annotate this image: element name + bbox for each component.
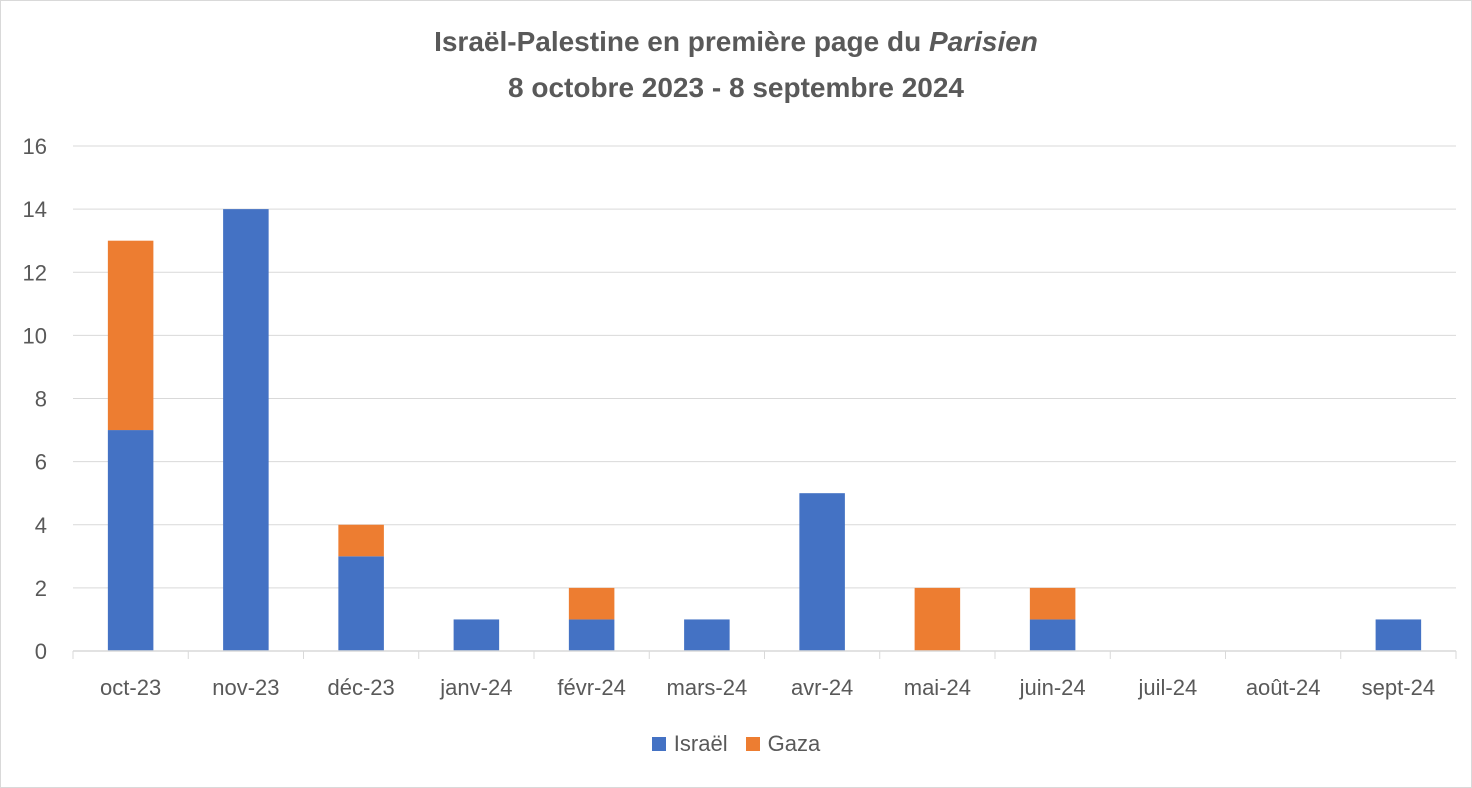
x-tick-label: déc-23 <box>327 675 394 700</box>
x-tick-label: sept-24 <box>1362 675 1435 700</box>
bar-gaza <box>914 587 961 651</box>
bar-israel <box>1029 619 1076 651</box>
bar-gaza <box>1029 587 1076 620</box>
x-tick-label: oct-23 <box>100 675 161 700</box>
legend-swatch-gaza <box>745 737 760 751</box>
y-tick-label: 2 <box>35 576 47 601</box>
bar-gaza <box>338 524 384 557</box>
y-tick-label: 16 <box>23 134 47 159</box>
y-tick-label: 6 <box>35 450 47 475</box>
x-tick-label: août-24 <box>1246 675 1321 700</box>
x-tick-label: avr-24 <box>791 675 853 700</box>
x-tick-label: janv-24 <box>439 675 512 700</box>
chart-title-main: Israël-Palestine en première page du <box>434 26 929 57</box>
bar-israel <box>338 556 384 651</box>
x-tick-label: mai-24 <box>904 675 971 700</box>
y-tick-label: 14 <box>23 197 47 222</box>
y-tick-label: 10 <box>23 323 47 348</box>
x-tick-label: févr-24 <box>557 675 625 700</box>
bar-israel <box>799 493 845 651</box>
chart-title-italic: Parisien <box>928 26 1038 57</box>
y-tick-label: 4 <box>35 513 47 538</box>
legend-item-israel: Israël <box>651 731 728 757</box>
chart-subtitle: 8 octobre 2023 - 8 septembre 2024 <box>507 72 964 103</box>
bar-israel <box>1375 619 1422 651</box>
legend-item-gaza: Gaza <box>745 731 821 757</box>
x-tick-label: juil-24 <box>1138 675 1198 700</box>
bar-israel <box>223 209 269 651</box>
bar-israel <box>684 619 730 651</box>
legend: Israël Gaza <box>0 731 1472 757</box>
y-tick-label: 12 <box>23 260 47 285</box>
legend-label-israel: Israël <box>673 731 728 756</box>
bar-israel <box>568 619 615 651</box>
x-tick-label: mars-24 <box>667 675 748 700</box>
y-tick-label: 0 <box>35 639 47 664</box>
x-tick-label: nov-23 <box>212 675 279 700</box>
y-tick-label: 8 <box>35 387 47 412</box>
x-tick-label: juin-24 <box>1019 675 1086 700</box>
bar-israel <box>453 619 500 651</box>
bar-israel <box>107 430 154 651</box>
bar-gaza <box>568 587 615 620</box>
legend-swatch-israel <box>651 737 666 751</box>
bar-gaza <box>107 240 154 431</box>
chart-title: Israël-Palestine en première page du Par… <box>0 26 1472 58</box>
legend-label-gaza: Gaza <box>767 731 821 756</box>
